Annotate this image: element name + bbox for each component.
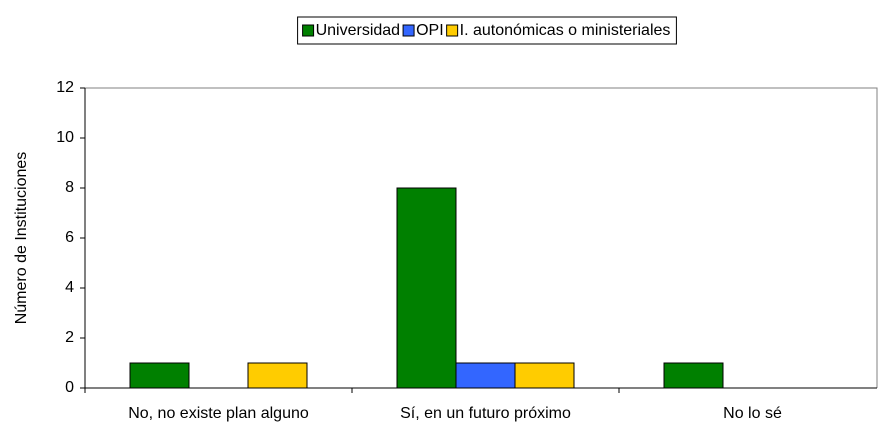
x-tick-label: No, no existe plan alguno	[128, 405, 309, 422]
x-tick-label: Sí, en un futuro próximo	[400, 405, 571, 422]
legend-label: OPI	[416, 22, 444, 39]
y-tick-label: 0	[65, 379, 74, 396]
bar	[663, 362, 724, 389]
legend-box	[297, 16, 677, 45]
bar	[455, 362, 516, 389]
legend-swatch	[446, 24, 459, 37]
y-tick-label: 12	[56, 79, 74, 96]
y-axis-label: Número de Instituciones	[13, 152, 30, 325]
legend-label: Universidad	[316, 22, 400, 39]
legend-swatch	[402, 24, 415, 37]
y-tick-label: 6	[65, 229, 74, 246]
bar	[396, 187, 457, 389]
legend-label: I. autonómicas o ministeriales	[460, 22, 671, 39]
legend-swatch	[302, 24, 315, 37]
bar	[514, 362, 575, 389]
y-tick-label: 10	[56, 129, 74, 146]
y-tick-label: 4	[65, 279, 74, 296]
y-tick-label: 8	[65, 179, 74, 196]
x-tick-label: No lo sé	[723, 405, 782, 422]
bar	[129, 362, 190, 389]
bar	[247, 362, 308, 389]
plot-frame	[85, 87, 878, 388]
y-tick-label: 2	[65, 329, 74, 346]
